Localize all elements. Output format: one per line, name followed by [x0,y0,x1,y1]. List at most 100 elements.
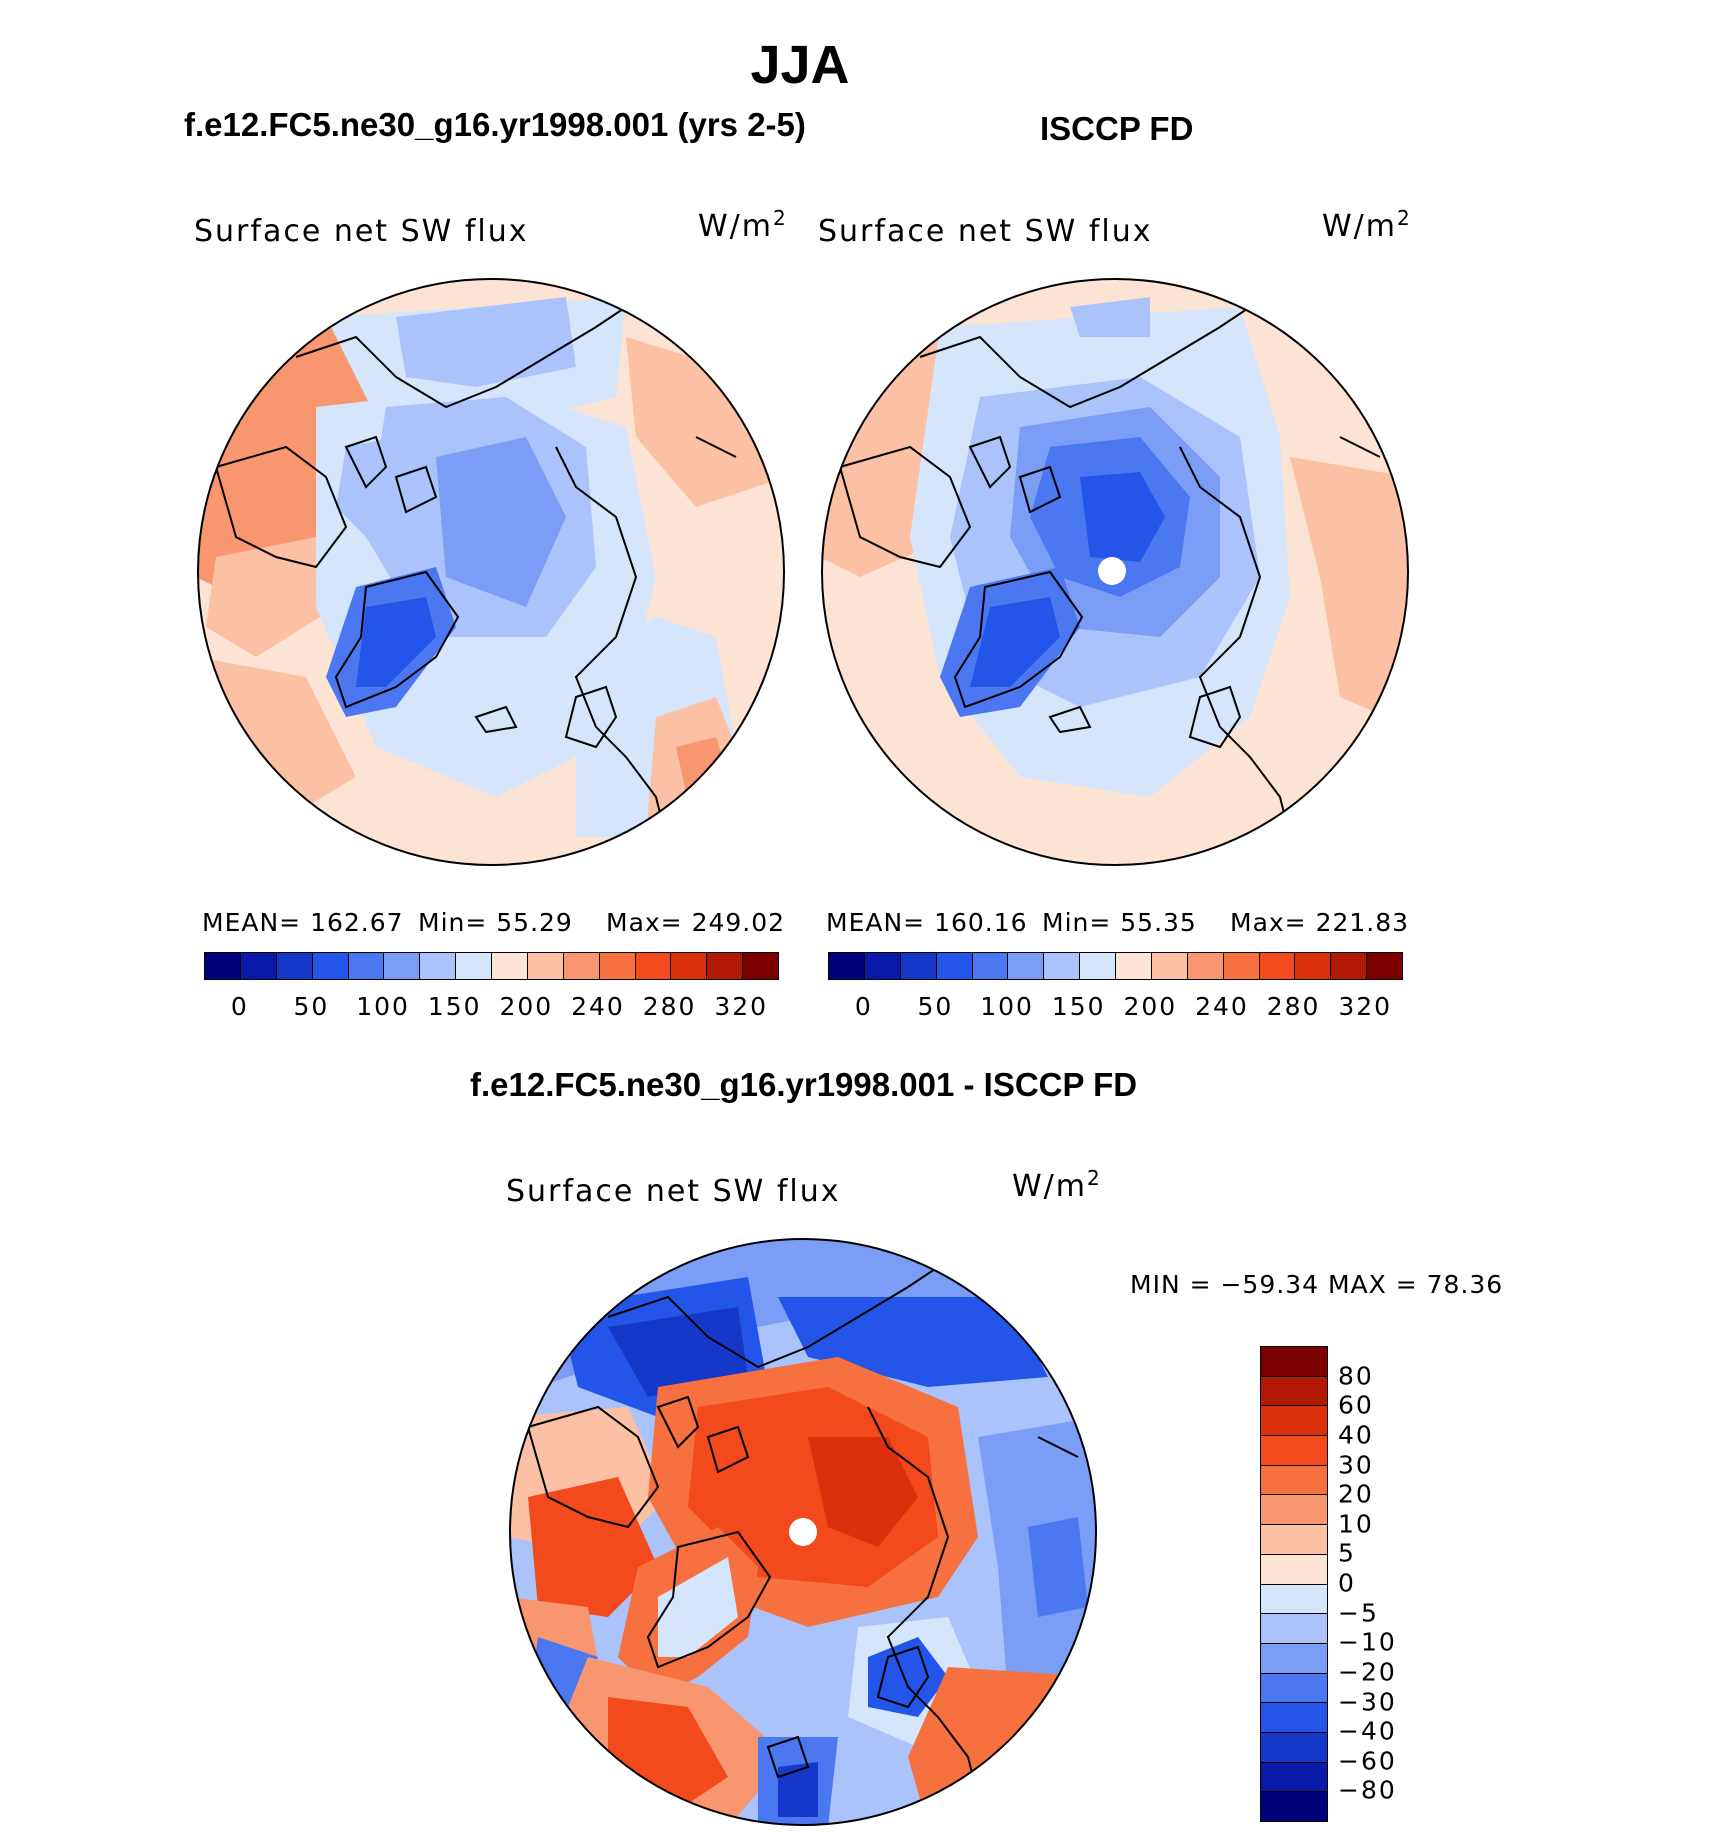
diff-coastlines [526,1266,1089,1798]
colorbar-swatch [384,953,421,979]
model-variable-label: Surface net SW flux [194,214,529,249]
colorbar-swatch [743,953,778,979]
colorbar-swatch [312,953,349,979]
colorbar-tick-label: −40 [1338,1716,1397,1746]
colorbar-tick-label: −20 [1338,1657,1397,1687]
diff-minmax-label: MIN = −59.34 MAX = 78.36 [1130,1270,1504,1299]
colorbar-swatch [420,953,457,979]
colorbar-tick-label: −80 [1338,1775,1397,1805]
model-panel-title: f.e12.FC5.ne30_g16.yr1998.001 (yrs 2-5) [184,106,806,143]
colorbar-swatch [635,953,672,979]
obs-min-label: Min= 55.35 [1042,908,1197,937]
colorbar-swatch [864,953,901,979]
colorbar-swatch [1261,1762,1327,1793]
obs-polar-map [821,278,1409,866]
diff-colorbar [1260,1346,1328,1822]
colorbar-tick-label: 50 [293,992,330,1021]
colorbar-swatch [1116,953,1152,979]
obs-field-patch [1070,297,1150,337]
colorbar-swatch [1261,1347,1327,1377]
model-field-patch [396,297,576,387]
colorbar-tick-label: −10 [1338,1627,1397,1657]
colorbar-swatch [1261,1614,1327,1644]
model-colorbar [204,952,779,980]
colorbar-swatch [1261,1703,1327,1733]
model-field-patch [356,597,436,687]
obs-variable-label: Surface net SW flux [818,214,1153,249]
colorbar-tick-label: 50 [917,992,954,1021]
colorbar-swatch [1295,953,1332,979]
model-map-border [197,278,785,866]
colorbar-tick-label: 60 [1338,1390,1374,1420]
colorbar-tick-label: 280 [1266,992,1321,1021]
colorbar-tick-label: 240 [1195,992,1249,1021]
colorbar-tick-label: 100 [356,992,410,1021]
colorbar-swatch [900,953,937,979]
colorbar-swatch [527,953,564,979]
colorbar-swatch [492,953,528,979]
colorbar-swatch [1261,1436,1327,1466]
diff-field-patch [528,1477,658,1617]
colorbar-tick-label: 20 [1338,1479,1374,1509]
colorbar-tick-label: 10 [1338,1509,1374,1539]
colorbar-tick-label: 150 [427,992,482,1021]
obs-panel-title: ISCCP FD [1040,110,1194,147]
colorbar-tick-label: 80 [1338,1361,1374,1391]
colorbar-tick-label: 30 [1338,1450,1374,1479]
colorbar-swatch [1261,1495,1327,1526]
colorbar-tick-label: 200 [1123,992,1178,1021]
colorbar-swatch [1223,953,1260,979]
colorbar-swatch [1187,953,1224,979]
colorbar-swatch [205,953,241,979]
colorbar-swatch [1151,953,1188,979]
obs-map-border [821,278,1409,866]
colorbar-swatch [1261,1792,1327,1821]
colorbar-swatch [1331,953,1368,979]
colorbar-swatch [972,953,1009,979]
colorbar-tick-label: −5 [1338,1598,1379,1628]
colorbar-swatch [1261,1525,1327,1555]
diff-field-patch [778,1762,818,1817]
colorbar-swatch [563,953,600,979]
colorbar-swatch [829,953,865,979]
colorbar-swatch [936,953,973,979]
colorbar-swatch [1261,1643,1327,1674]
obs-field-patch [1080,472,1165,562]
colorbar-tick-label: 320 [714,992,769,1021]
colorbar-swatch [1080,953,1116,979]
colorbar-tick-label: 0 [230,992,249,1021]
colorbar-swatch [240,953,277,979]
season-title: JJA [750,35,850,95]
diff-polar-map [509,1238,1097,1826]
diff-field-patch [658,1557,738,1657]
obs-mean-label: MEAN= 160.16 [826,908,1028,937]
diff-field-patch [1028,1517,1088,1617]
colorbar-swatch [599,953,636,979]
colorbar-swatch [1261,1554,1327,1585]
obs-field-patch [970,597,1060,687]
colorbar-tick-label: 0 [1338,1568,1356,1598]
colorbar-tick-label: 5 [1338,1538,1356,1568]
obs-coastlines [838,306,1401,838]
colorbar-tick-label: 0 [854,992,873,1021]
diff-variable-label: Surface net SW flux [506,1174,841,1209]
obs-units-label: W/m2 [1322,206,1412,244]
model-min-label: Min= 55.29 [418,908,573,937]
colorbar-tick-label: 280 [642,992,697,1021]
model-mean-label: MEAN= 162.67 [202,908,404,937]
obs-pole-hole [1098,557,1126,585]
colorbar-swatch [1261,1465,1327,1496]
colorbar-tick-label: −60 [1338,1746,1397,1776]
obs-max-label: Max= 221.83 [1230,908,1410,937]
obs-colorbar [828,952,1403,980]
colorbar-swatch [707,953,744,979]
diff-units-label: W/m2 [1012,1166,1102,1204]
colorbar-swatch [1261,1376,1327,1407]
colorbar-tick-label: 240 [571,992,625,1021]
colorbar-swatch [276,953,313,979]
colorbar-tick-label: 100 [980,992,1034,1021]
colorbar-swatch [671,953,708,979]
model-field-patch [436,437,566,607]
colorbar-tick-label: 200 [499,992,554,1021]
model-field-patch [676,737,736,837]
